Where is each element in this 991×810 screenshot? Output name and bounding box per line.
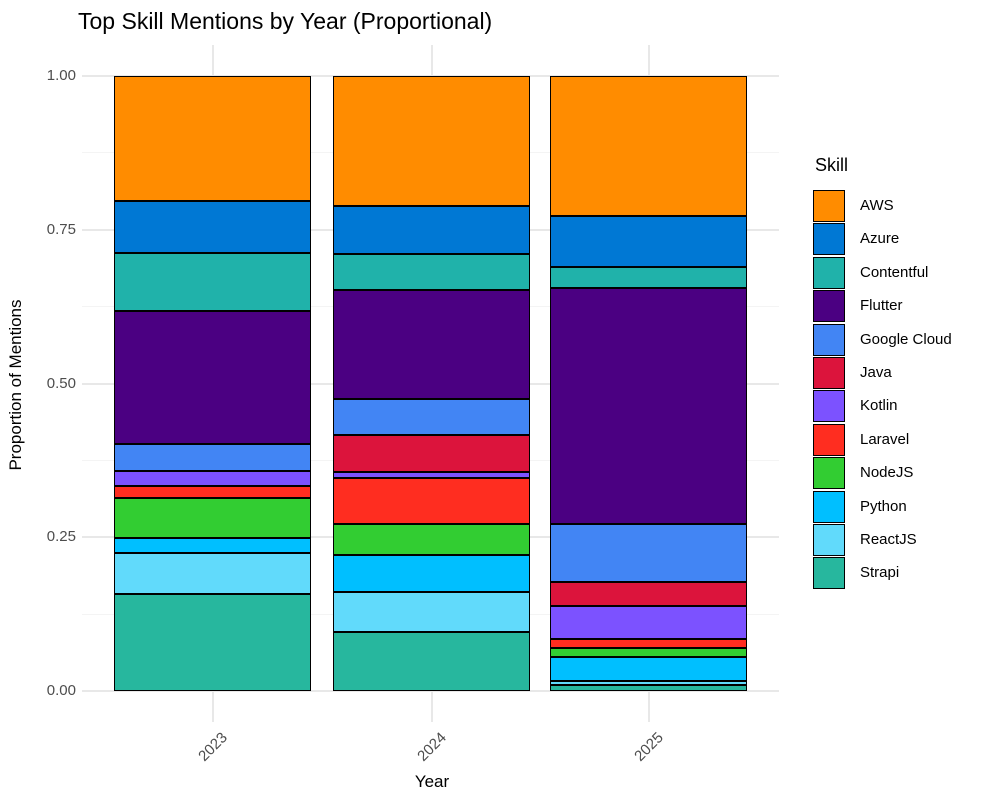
legend-label: AWS <box>860 197 894 214</box>
bar-segment-aws <box>333 76 530 206</box>
legend-swatch <box>813 290 845 323</box>
bar-segment-google-cloud <box>114 444 311 471</box>
bar-segment-contentful <box>550 266 747 288</box>
bar-segment-java <box>550 581 747 607</box>
bar-segment-nodejs <box>333 523 530 556</box>
legend-item-contentful: Contentful <box>813 256 928 290</box>
legend-item-nodejs: NodeJS <box>813 457 913 490</box>
bar-segment-aws <box>114 76 311 201</box>
legend-label: Google Cloud <box>860 330 952 348</box>
bar-segment-python <box>114 538 311 553</box>
bar-segment-contentful <box>333 254 530 290</box>
legend-label: Strapi <box>860 564 900 582</box>
legend-label: Azure <box>860 230 900 248</box>
bar-segment-kotlin <box>333 472 530 478</box>
bar-segment-aws <box>550 76 747 217</box>
bar-segment-laravel <box>333 477 530 524</box>
y-tick-label: 0.50 <box>46 374 76 392</box>
legend-label: NodeJS <box>860 464 914 482</box>
legend-label: Java <box>860 363 892 381</box>
legend-label: Python <box>860 497 907 515</box>
y-tick-label: 0.75 <box>46 220 76 238</box>
bar-2025 <box>550 76 747 691</box>
bar-segment-strapi <box>333 632 530 691</box>
legend: Skill AWS Azure Contentful Flutter Google Cl… <box>813 155 952 591</box>
legend-swatch <box>813 490 845 523</box>
bar-segment-laravel <box>550 639 747 648</box>
legend-label: Kotlin <box>860 397 898 415</box>
bar-segment-python <box>333 555 530 592</box>
legend-swatch <box>813 423 845 456</box>
legend-item-laravel: Laravel <box>813 423 909 457</box>
y-tick-label: 0.25 <box>46 528 76 546</box>
bar-segment-strapi <box>114 594 311 691</box>
legend-label: Laravel <box>860 430 910 448</box>
bar-segment-reactjs <box>550 680 747 686</box>
y-tick-label: 1.00 <box>46 67 76 84</box>
bar-segment-google-cloud <box>333 398 530 436</box>
bar-segment-python <box>550 656 747 681</box>
bar-segment-reactjs <box>114 552 311 595</box>
legend-item-google-cloud: Google Cloud <box>813 323 952 357</box>
legend-item-kotlin: Kotlin <box>813 390 898 423</box>
plot-title: Top Skill Mentions by Year (Proportional… <box>78 8 493 34</box>
bar-segment-java <box>333 435 530 472</box>
legend-item-java: Java <box>813 356 892 390</box>
legend-item-flutter: Flutter <box>813 290 903 323</box>
x-tick-label-text: 2025 <box>630 729 667 765</box>
legend-item-reactjs: ReactJS <box>813 523 917 557</box>
legend-swatch <box>813 457 845 490</box>
bar-segment-nodejs <box>114 498 311 539</box>
bar-segment-kotlin <box>550 606 747 640</box>
bar-segment-azure <box>550 216 747 267</box>
legend-label: Contentful <box>860 263 929 281</box>
bar-segment-flutter <box>333 289 530 399</box>
legend-items: AWS Azure Contentful Flutter Google Cloud Jav… <box>813 190 952 591</box>
bar-segment-google-cloud <box>550 524 747 582</box>
bar-segment-flutter <box>114 310 311 445</box>
chart-panel <box>82 45 779 722</box>
legend-item-aws: AWS <box>813 190 894 223</box>
legend-swatch <box>813 523 845 556</box>
bar-segment-reactjs <box>333 591 530 633</box>
x-tick-label-text: 2024 <box>413 729 450 765</box>
legend-label: ReactJS <box>860 530 917 548</box>
legend-item-python: Python <box>813 490 907 524</box>
legend-swatch <box>813 390 845 423</box>
x-tick-label-text: 2023 <box>194 729 231 765</box>
bar-segment-kotlin <box>114 470 311 487</box>
legend-swatch <box>813 323 845 356</box>
legend-label: Flutter <box>860 297 903 315</box>
legend-item-azure: Azure <box>813 223 899 256</box>
legend-title: Skill <box>815 155 849 175</box>
x-axis-title: Year <box>414 772 450 791</box>
legend-swatch <box>813 190 845 222</box>
legend-item-strapi: Strapi <box>813 557 899 590</box>
bar-segment-contentful <box>114 253 311 311</box>
bar-segment-azure <box>114 200 311 254</box>
bar-segment-strapi <box>550 685 747 691</box>
bar-2024 <box>333 76 530 691</box>
bar-segment-laravel <box>114 486 311 499</box>
legend-swatch <box>813 256 845 289</box>
legend-swatch <box>813 557 845 590</box>
y-axis-title: Proportion of Mentions <box>6 299 25 471</box>
legend-swatch <box>813 223 845 256</box>
bar-segment-nodejs <box>550 647 747 657</box>
y-tick-label: 0.00 <box>46 682 76 699</box>
bar-segment-flutter <box>550 287 747 525</box>
bar-segment-azure <box>333 205 530 255</box>
legend-swatch <box>813 356 845 389</box>
bar-2023 <box>114 76 311 691</box>
